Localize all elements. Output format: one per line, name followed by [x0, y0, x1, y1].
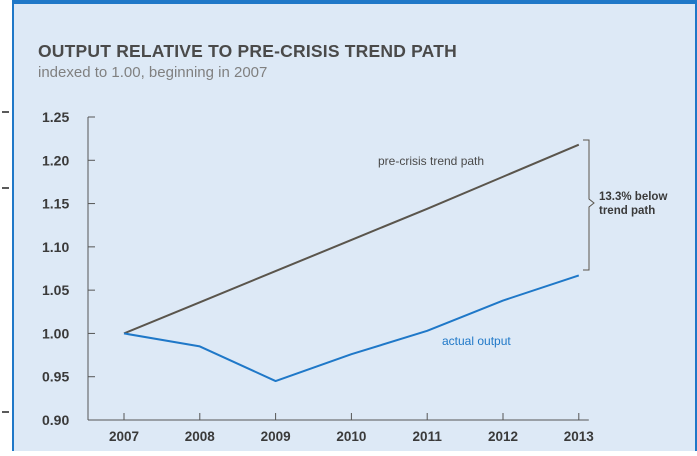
x-tick-label: 2010: [336, 429, 366, 444]
chart-panel: OUTPUT RELATIVE TO PRE-CRISIS TREND PATH…: [12, 0, 697, 451]
chart-annotations: pre-crisis trend path actual output 13.3…: [378, 139, 667, 348]
chart-subtitle: indexed to 1.00, beginning in 2007: [38, 64, 268, 81]
gap-label-line1: 13.3% below: [599, 191, 667, 203]
chart-series: [123, 143, 580, 383]
y-tick-label: 1.00: [42, 325, 69, 341]
line-chart: 0.90 0.95 1.00 1.05 1.10 1.15 1.20 1.25 2007 2008…: [42, 109, 667, 444]
y-tick-label: 1.20: [42, 152, 69, 168]
trend-path-label: pre-crisis trend path: [378, 154, 484, 168]
y-tick-label: 1.15: [42, 196, 69, 212]
x-tick-label: 2011: [413, 429, 443, 444]
chart-title: OUTPUT RELATIVE TO PRE-CRISIS TREND PATH: [38, 41, 457, 61]
actual-output-label: actual output: [442, 334, 511, 348]
x-tick-label: 2012: [488, 429, 518, 444]
y-tick-label: 0.95: [42, 369, 69, 385]
x-tick-label: 2007: [109, 429, 139, 444]
x-tick-label: 2009: [261, 429, 291, 444]
chart-axes: 0.90 0.95 1.00 1.05 1.10 1.15 1.20 1.25 2007 2008…: [42, 109, 594, 444]
y-tick-label: 1.25: [42, 109, 69, 125]
y-tick-label: 1.10: [42, 239, 69, 255]
y-tick-label: 1.05: [42, 282, 69, 298]
left-edge-marks: [0, 0, 12, 451]
trend-path-line: [123, 143, 580, 335]
gap-bracket: [583, 139, 595, 271]
x-tick-label: 2008: [185, 429, 216, 444]
actual-output-line: [123, 274, 580, 383]
gap-label-line2: trend path: [599, 205, 655, 217]
y-tick-label: 0.90: [42, 412, 69, 428]
x-tick-label: 2013: [564, 429, 595, 444]
